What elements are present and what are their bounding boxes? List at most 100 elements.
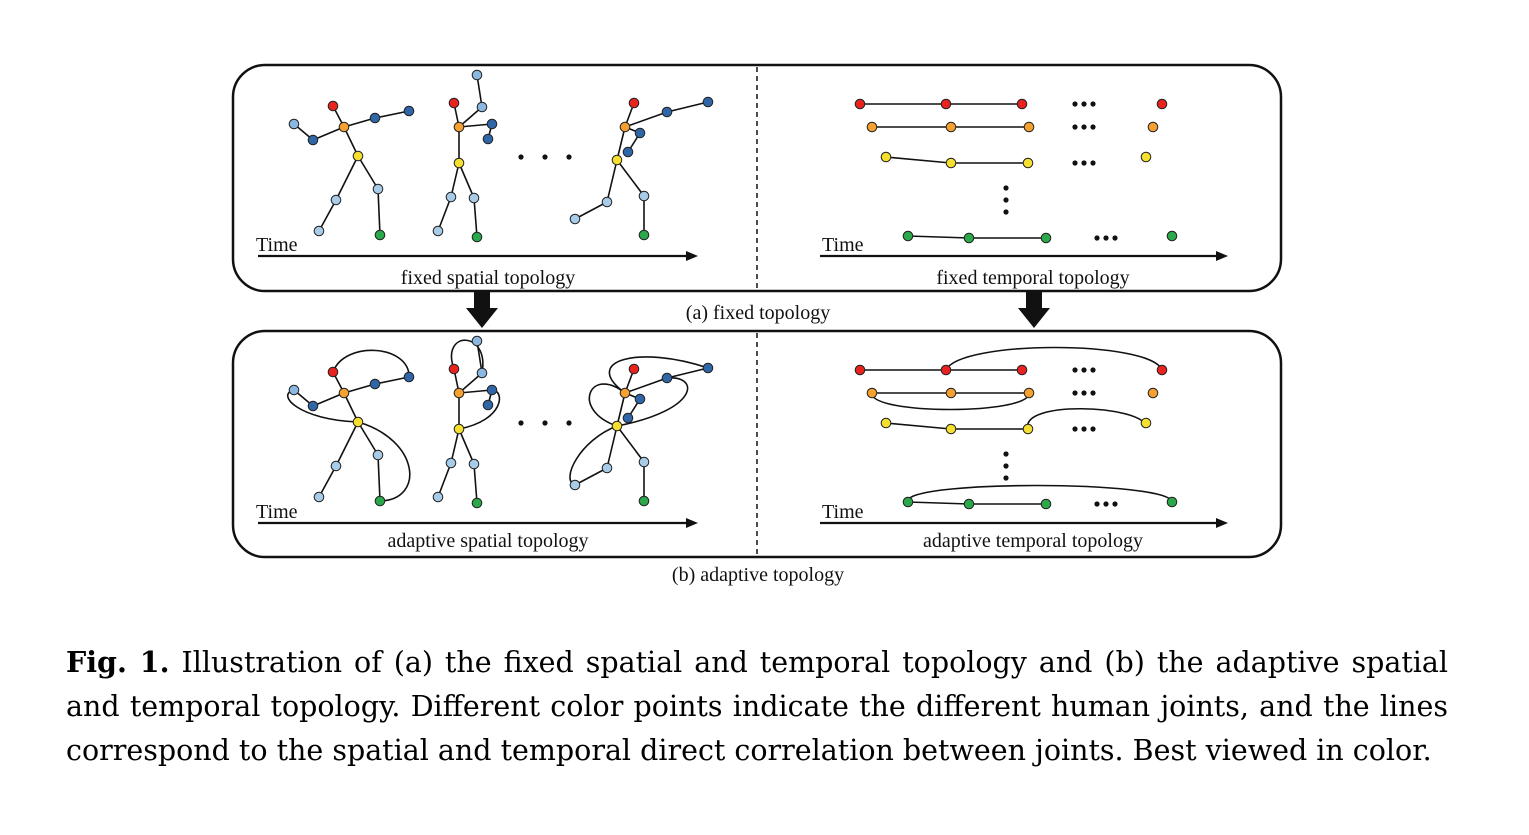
joint-footR	[471, 231, 483, 243]
skeleton-edge	[458, 123, 493, 128]
adaptive-edge-temporal	[945, 346, 1163, 371]
skeleton-edge	[574, 467, 608, 486]
skeleton-edge	[458, 428, 475, 465]
skeleton-edge	[473, 463, 478, 504]
joint-footR	[374, 229, 386, 241]
ellipsis-dot	[1081, 160, 1087, 166]
joint-upper	[476, 367, 488, 379]
skeleton-edge	[318, 199, 337, 232]
joint-pelvis	[453, 423, 465, 435]
skeleton-edge	[450, 428, 460, 464]
joint-head	[628, 97, 640, 109]
ellipsis-dot	[1081, 367, 1087, 373]
time-axis-adaptive-temporal	[820, 518, 1228, 528]
joint-footL	[569, 213, 581, 225]
joint-footL	[313, 225, 325, 237]
temporal-joint	[1156, 364, 1168, 376]
temporal-joint	[1016, 98, 1028, 110]
adaptive-edge-spatial	[588, 383, 626, 427]
skeleton-edge	[312, 126, 345, 141]
ellipsis-dot	[1090, 390, 1096, 396]
down-arrow-right-icon	[1018, 291, 1050, 328]
joint-kneeR	[372, 183, 384, 195]
adaptive-topology-frame	[231, 329, 1283, 559]
joint-head	[327, 366, 339, 378]
ellipsis-dot	[1090, 367, 1096, 373]
figure: Time Time Time Time fixed spatial topolo…	[231, 63, 1283, 586]
joint-neck	[338, 387, 350, 399]
joint-hand2	[403, 371, 415, 383]
joint-elbow2	[369, 378, 381, 390]
fixed-spatial-label: fixed spatial topology	[401, 267, 575, 289]
temporal-joint	[902, 496, 914, 508]
adaptive-spatial-label: adaptive spatial topology	[387, 530, 588, 552]
skeleton-edge	[606, 159, 618, 203]
joint-head	[327, 100, 339, 112]
adaptive-edge-temporal	[1027, 407, 1147, 430]
ellipsis-dot	[1003, 209, 1009, 215]
ellipsis-dot	[1003, 197, 1009, 203]
down-arrow-left-icon	[466, 291, 498, 328]
ellipsis-dot	[1103, 235, 1109, 241]
joint-footL	[569, 479, 581, 491]
ellipsis-dot	[1090, 124, 1096, 130]
ellipsis-dot	[566, 420, 572, 426]
joint-pelvis	[352, 150, 364, 162]
caption-text: Illustration of (a) the fixed spatial an…	[66, 646, 1448, 767]
fixed-topology-frame	[231, 63, 1283, 293]
caption-fig-label: Fig. 1.	[66, 645, 170, 679]
temporal-joint	[866, 387, 878, 399]
skeleton-edge	[450, 162, 460, 198]
temporal-joint	[880, 417, 892, 429]
joint-neck	[619, 387, 631, 399]
temporal-joint	[1040, 498, 1052, 510]
temporal-joint	[902, 230, 914, 242]
temporal-joint	[1140, 151, 1152, 163]
joint-neck	[453, 121, 465, 133]
adaptive-temporal-label: adaptive temporal topology	[923, 530, 1143, 552]
temporal-joint	[1147, 387, 1159, 399]
temporal-joint	[1023, 121, 1035, 133]
ellipsis-dot	[542, 420, 548, 426]
joint-footL	[432, 491, 444, 503]
joint-dark1	[634, 127, 646, 139]
temporal-joint	[945, 423, 957, 435]
skeleton-edge	[437, 196, 452, 232]
skeleton-edge	[374, 376, 410, 385]
temporal-edge	[885, 156, 952, 164]
skeleton-edge	[624, 377, 668, 394]
time-axis-adaptive-spatial	[258, 518, 698, 528]
temporal-joint	[963, 498, 975, 510]
fixed-topology-sublabel: (a) fixed topology	[686, 302, 830, 324]
ellipsis-dot	[1003, 475, 1009, 481]
joint-upper	[476, 101, 488, 113]
skeleton-edge	[343, 383, 376, 394]
joint-neck	[338, 121, 350, 133]
temporal-joint	[880, 151, 892, 163]
joint-hand2	[403, 105, 415, 117]
ellipsis-dot	[566, 154, 572, 160]
skeleton-edge	[616, 159, 645, 197]
adaptive-topology-sublabel: (b) adaptive topology	[672, 564, 844, 586]
skeleton-edge	[377, 454, 381, 502]
ellipsis-dot	[518, 154, 524, 160]
joint-dark2	[622, 146, 634, 158]
temporal-joint	[1140, 417, 1152, 429]
joint-kneeL	[330, 194, 342, 206]
skeleton-edge	[318, 465, 337, 498]
time-axis-fixed-spatial	[258, 251, 698, 261]
skeleton-edge	[335, 155, 359, 201]
joint-kneeR	[468, 192, 480, 204]
temporal-joint	[1166, 230, 1178, 242]
time-label-fixed-temporal: Time	[822, 234, 864, 256]
skeleton-edge	[335, 421, 359, 467]
ellipsis-dot	[1081, 426, 1087, 432]
temporal-joint	[963, 232, 975, 244]
figure-caption: Fig. 1. Illustration of (a) the fixed sp…	[66, 640, 1448, 773]
skeleton-edge	[616, 126, 626, 161]
joint-kneeL	[601, 462, 613, 474]
ellipsis-dot	[542, 154, 548, 160]
adaptive-edge-spatial	[332, 349, 410, 378]
ellipsis-dot	[1090, 160, 1096, 166]
joint-elbow1	[307, 134, 319, 146]
